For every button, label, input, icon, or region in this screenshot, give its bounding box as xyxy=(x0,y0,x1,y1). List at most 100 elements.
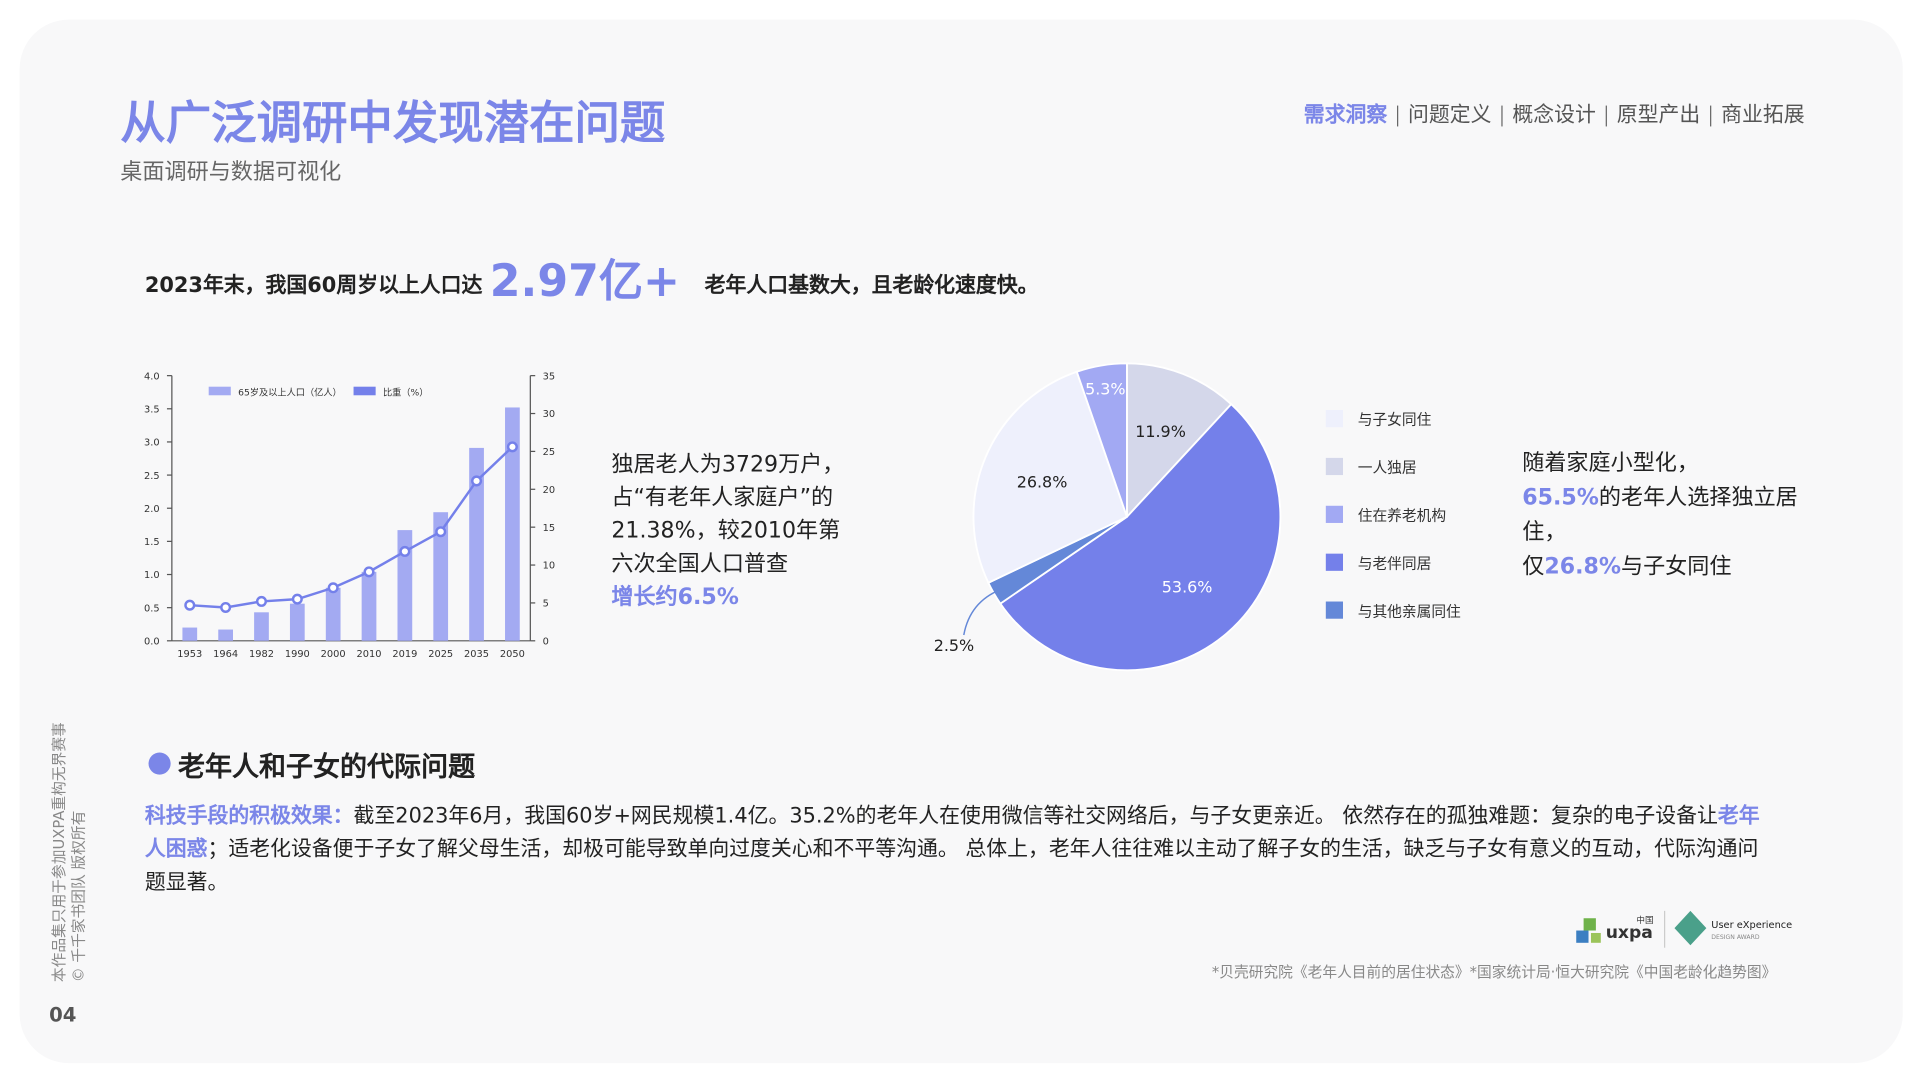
logo-shape xyxy=(1583,918,1596,931)
x-tick-label: 2010 xyxy=(357,649,382,660)
point xyxy=(471,475,483,487)
nav-item[interactable]: 概念设计 xyxy=(1501,105,1605,127)
logo-text: User eXperience xyxy=(1711,920,1792,931)
y2-tick-label: 20 xyxy=(543,485,556,496)
logo-uxpa: uxpa 中国 User eXperience DESIGN AWARD xyxy=(1576,910,1792,948)
logo-shape xyxy=(1674,910,1707,946)
value-label: 11.9% xyxy=(1135,422,1186,441)
y2-tick-label: 25 xyxy=(543,447,556,458)
bar xyxy=(254,612,269,641)
bar xyxy=(433,512,449,641)
note-text: 仅 xyxy=(1522,553,1545,580)
pie-slice xyxy=(1075,362,1128,518)
y-tick-label: 1.0 xyxy=(144,570,160,581)
section-label: 科技手段的积极效果： xyxy=(144,804,354,829)
note-line: 随着家庭小型化， xyxy=(1522,450,1699,477)
legend-swatch xyxy=(1325,457,1343,476)
page-number: 04 xyxy=(49,1002,77,1027)
y-tick-label: 3.5 xyxy=(144,404,160,415)
legend-label: 比重（%） xyxy=(383,386,428,398)
headline-tail: 老年人口基数大，且老龄化速度快。 xyxy=(704,273,1039,299)
nav-item[interactable]: 商业拓展 xyxy=(1710,105,1814,127)
note-text: 与子女同住 xyxy=(1620,553,1732,580)
y2-tick-label: 35 xyxy=(543,371,556,382)
x-tick-label: 2025 xyxy=(428,649,453,660)
x-tick-label: 2035 xyxy=(464,649,489,660)
legend-label: 住在养老机构 xyxy=(1358,508,1446,525)
legend-label: 与其他亲属同住 xyxy=(1358,603,1461,620)
nav-item[interactable]: 需求洞察 xyxy=(1303,103,1388,128)
bullet xyxy=(148,752,171,775)
x-tick-label: 2050 xyxy=(500,649,525,660)
note-text: 的老年人选择独立居住， xyxy=(1522,484,1798,546)
note-highlight: 增长约6.5% xyxy=(611,584,739,611)
logo-shape xyxy=(1576,930,1589,943)
y-tick-label: 0.5 xyxy=(144,603,160,614)
y2-tick-label: 15 xyxy=(543,523,556,534)
note-figure: 65.5% xyxy=(1522,484,1599,511)
legend-swatch xyxy=(208,386,231,396)
y-tick-label: 4.0 xyxy=(144,371,160,382)
pie-slice xyxy=(972,370,1129,584)
bar xyxy=(325,587,341,641)
title: 从广泛调研中发现潜在问题 xyxy=(120,96,666,150)
source: *贝壳研究院《老年人目前的居住状态》*国家统计局·恒大研究院《中国老龄化趋势图》 xyxy=(1211,963,1777,981)
point xyxy=(184,599,196,611)
section-text: 科技手段的积极效果：截至2023年6月，我国60岁+网民规模1.4亿。35.2%… xyxy=(145,800,1765,899)
value-label: 2.5% xyxy=(934,636,975,655)
subtitle: 桌面调研与数据可视化 xyxy=(120,159,342,186)
point xyxy=(435,526,447,538)
x-tick-label: 1953 xyxy=(177,649,202,660)
y-tick-label: 2.5 xyxy=(144,471,160,482)
y-tick-label: 3.0 xyxy=(144,438,160,449)
point xyxy=(327,582,339,594)
value-label: 53.6% xyxy=(1162,578,1213,597)
nav: 需求洞察 问题定义 概念设计 原型产出 商业拓展 xyxy=(1294,103,1815,128)
nav-item[interactable]: 问题定义 xyxy=(1397,105,1501,127)
point xyxy=(363,566,375,578)
point xyxy=(291,593,303,605)
bar xyxy=(289,603,305,641)
logo-text: 中国 xyxy=(1636,914,1653,926)
bar xyxy=(182,627,198,641)
headline-lead: 2023年末，我国60周岁以上人口达 xyxy=(144,273,483,299)
nav-item[interactable]: 原型产出 xyxy=(1605,105,1710,127)
y2-tick-label: 10 xyxy=(543,561,556,572)
legend-swatch xyxy=(1325,601,1343,619)
y-tick-label: 1.5 xyxy=(144,537,160,548)
point xyxy=(220,601,232,613)
note-text: 独居老人为3729万户，占“有老年人家庭户”的21.38%，较2010年第六次全… xyxy=(611,451,845,577)
point xyxy=(506,441,518,453)
x-tick-label: 1990 xyxy=(285,649,310,660)
pie-slice xyxy=(1126,362,1233,520)
y-tick-label: 2.0 xyxy=(144,504,160,515)
legend-swatch xyxy=(353,386,376,396)
y2-tick-label: 30 xyxy=(543,409,556,420)
bar xyxy=(397,530,413,641)
note-figure: 26.8% xyxy=(1544,553,1621,580)
legend-label: 与老伴同居 xyxy=(1358,555,1432,572)
logo-shape xyxy=(1590,932,1601,943)
logo-text: uxpa xyxy=(1606,923,1653,943)
legend-swatch xyxy=(1325,553,1343,571)
y2-tick-label: 5 xyxy=(543,599,549,610)
bar xyxy=(469,447,484,641)
bar xyxy=(505,407,520,641)
legend-label: 65岁及以上人口（亿人） xyxy=(238,386,342,398)
x-tick-label: 1982 xyxy=(249,649,274,660)
headline-figure: 2.97亿+ xyxy=(489,256,681,307)
legend-swatch xyxy=(1325,410,1343,428)
value-label: 26.8% xyxy=(1017,472,1068,491)
legend-swatch xyxy=(1325,505,1343,523)
leader-line xyxy=(963,588,1001,636)
section-body: ；适老化设备便于子女了解父母生活，却极可能导致单向过度关心和不平等沟通。 总体上… xyxy=(144,837,1759,895)
legend-label: 与子女同住 xyxy=(1358,411,1432,429)
headline: 2023年末，我国60周岁以上人口达 2.97亿+ 老年人口基数大，且老龄化速度快。 xyxy=(145,255,1039,313)
section-heading: 老年人和子女的代际问题 xyxy=(178,752,476,784)
point xyxy=(255,595,268,607)
x-tick-label: 2000 xyxy=(321,649,346,660)
legend-label: 一人独居 xyxy=(1358,460,1417,477)
logo-text: DESIGN AWARD xyxy=(1711,934,1760,941)
